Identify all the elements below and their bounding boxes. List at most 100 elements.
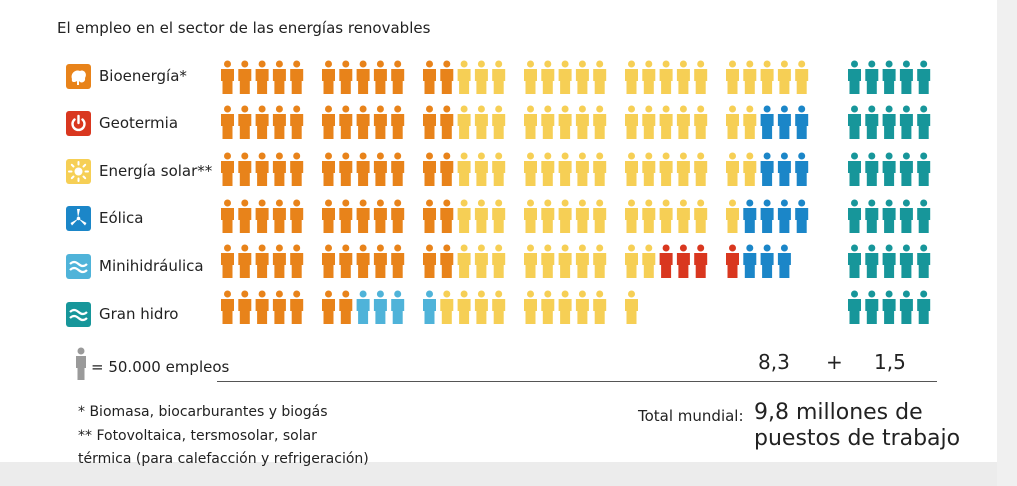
person-mark [743, 199, 757, 233]
person-mark [777, 199, 791, 233]
person-mark [541, 244, 555, 278]
person-mark [440, 60, 454, 94]
wind-turbine-icon [66, 205, 91, 231]
person-mark [558, 290, 572, 324]
person-mark [625, 60, 638, 94]
person-mark [322, 152, 335, 186]
person-mark [899, 105, 913, 139]
person-mark [356, 290, 370, 324]
person-mark [356, 60, 370, 94]
person-mark [238, 290, 252, 324]
person-mark [848, 199, 861, 233]
person-mark [659, 152, 673, 186]
person-mark [457, 152, 471, 186]
person-mark [339, 152, 353, 186]
person-mark [777, 60, 791, 94]
person-mark [726, 244, 739, 278]
person-mark [659, 60, 673, 94]
person-mark [848, 60, 861, 94]
person-mark [917, 105, 931, 139]
person-mark [373, 244, 387, 278]
person-mark [391, 199, 405, 233]
person-mark [541, 105, 555, 139]
person-mark [865, 60, 879, 94]
person-mark [339, 290, 353, 324]
person-mark [238, 152, 252, 186]
power-icon [66, 110, 91, 136]
person-mark [676, 244, 690, 278]
person-mark [290, 244, 304, 278]
person-mark [391, 105, 405, 139]
person-mark [795, 60, 809, 94]
person-mark [917, 60, 931, 94]
person-mark [492, 152, 506, 186]
category-label: Minihidráulica [99, 257, 204, 275]
person-mark [865, 244, 879, 278]
person-mark [694, 60, 708, 94]
person-mark [524, 244, 537, 278]
category-geotermia: Geotermia [66, 109, 178, 137]
person-mark [255, 290, 269, 324]
person-mark [541, 290, 555, 324]
person-mark [882, 105, 896, 139]
person-mark [457, 199, 471, 233]
person-mark [760, 244, 774, 278]
person-mark [474, 244, 488, 278]
person-mark [290, 199, 304, 233]
person-mark [457, 244, 471, 278]
total-value-line2: puestos de trabajo [754, 426, 961, 451]
person-mark [865, 152, 879, 186]
person-mark [694, 152, 708, 186]
person-mark [373, 60, 387, 94]
person-mark [373, 152, 387, 186]
person-mark [492, 244, 506, 278]
person-mark [575, 152, 589, 186]
person-mark [457, 290, 471, 324]
person-mark [625, 244, 638, 278]
person-mark [625, 199, 638, 233]
person-mark [423, 290, 436, 324]
category-minihidraulica: Minihidráulica [66, 252, 204, 280]
person-mark [290, 105, 304, 139]
person-mark [882, 152, 896, 186]
footnote-solar: ** Fotovoltaica, tersmosolar, solar [78, 428, 317, 444]
person-mark [848, 244, 861, 278]
person-mark [492, 199, 506, 233]
person-mark [676, 152, 690, 186]
person-mark [899, 152, 913, 186]
person-mark [743, 244, 757, 278]
person-mark [882, 199, 896, 233]
person-mark [848, 290, 861, 324]
person-mark [760, 105, 774, 139]
person-mark [659, 105, 673, 139]
person-mark [272, 244, 286, 278]
person-mark [642, 244, 656, 278]
sun-icon [66, 158, 91, 184]
person-mark [255, 60, 269, 94]
person-mark [423, 105, 436, 139]
person-mark [356, 152, 370, 186]
category-energia-solar: Energía solar** [66, 157, 212, 185]
person-mark [221, 199, 234, 233]
person-mark [391, 244, 405, 278]
person-mark [391, 290, 405, 324]
person-mark [238, 199, 252, 233]
person-mark [541, 60, 555, 94]
person-mark [777, 244, 791, 278]
person-mark [255, 199, 269, 233]
person-mark [917, 244, 931, 278]
person-mark [575, 105, 589, 139]
sum-plus: + [826, 350, 843, 374]
person-mark [575, 290, 589, 324]
person-mark [541, 199, 555, 233]
person-mark [457, 60, 471, 94]
person-mark [339, 199, 353, 233]
footnote-biomass: * Biomasa, biocarburantes y biogás [78, 404, 328, 420]
person-mark [524, 152, 537, 186]
person-mark [899, 290, 913, 324]
person-mark [726, 152, 739, 186]
total-value-line1: 9,8 millones de [754, 400, 923, 425]
person-mark [255, 152, 269, 186]
person-mark [272, 105, 286, 139]
person-mark [694, 105, 708, 139]
